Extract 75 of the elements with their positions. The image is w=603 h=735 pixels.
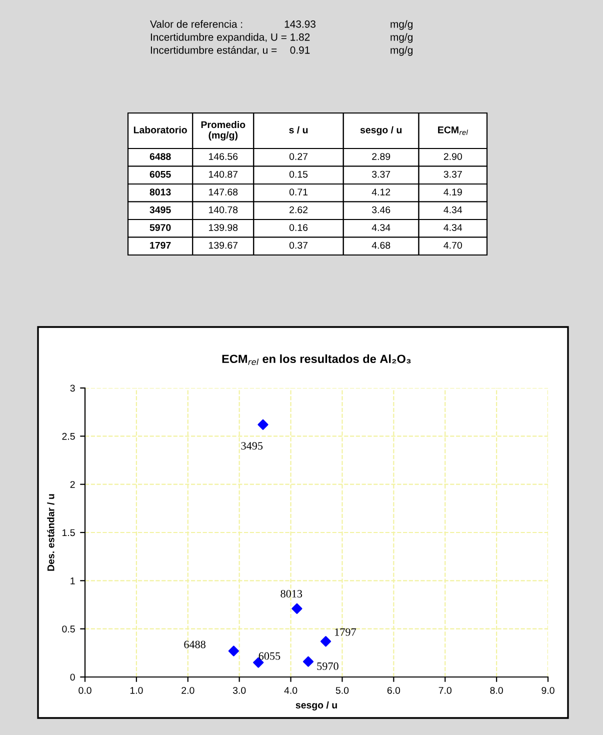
category-label: Laboratorio <box>134 126 187 134</box>
x-tick-label: 4.0 <box>284 686 298 694</box>
text: 4.34 <box>444 224 462 231</box>
text: 139.98 <box>209 224 238 231</box>
x-tick-label: 5.0 <box>336 686 349 694</box>
category-label: 3495 <box>150 206 171 214</box>
point <box>258 419 268 430</box>
y-tick-label: 0.5 <box>62 626 75 632</box>
y-axis-title: Des. estándar / u <box>47 494 54 571</box>
point <box>320 636 332 647</box>
text: 0.15 <box>289 170 308 178</box>
text: 140.87 <box>209 170 238 178</box>
point <box>228 646 239 656</box>
annotation: 8013 <box>280 590 302 598</box>
text: 3.37 <box>444 170 462 178</box>
category-label: Promedio (mg/g) <box>201 120 246 141</box>
text: 2.62 <box>290 206 308 214</box>
text: 2.89 <box>372 153 390 160</box>
x-tick-label: 3.0 <box>232 686 246 694</box>
text: 139.67 <box>209 242 238 249</box>
category-label: 6488 <box>150 153 171 160</box>
category-label: 5970 <box>150 224 171 231</box>
text: 0.16 <box>289 224 308 231</box>
x-tick-label: 0.0 <box>78 686 92 694</box>
annotation: 1797 <box>335 628 356 636</box>
text: 4.34 <box>372 224 390 231</box>
text: Incertidumbre expandida, U = <box>150 33 286 43</box>
text: 4.68 <box>372 242 390 249</box>
x-tick-label: 9.0 <box>542 686 554 694</box>
category-label: sesgo / u <box>360 126 402 136</box>
text: 140.78 <box>209 206 238 214</box>
text: 4.12 <box>372 188 390 196</box>
y-tick-label: 1.5 <box>62 529 75 536</box>
y-tick-label: 0 <box>70 674 75 681</box>
y-tick-label: 3 <box>70 384 75 392</box>
text: 2.90 <box>444 153 462 160</box>
category-label: 8013 <box>150 188 171 196</box>
point <box>292 603 302 614</box>
point <box>302 656 314 667</box>
text: 0.91 <box>290 46 310 54</box>
text: 1.82 <box>290 33 310 41</box>
annotation: 3495 <box>241 442 263 450</box>
text: 4.19 <box>444 188 462 196</box>
x-tick-label: 1.0 <box>130 686 143 694</box>
text: mg/g <box>390 20 412 30</box>
text: mg/g <box>390 46 412 56</box>
text: 147.68 <box>209 188 238 196</box>
y-tick-label: 1 <box>70 578 75 584</box>
annotation: 6488 <box>184 640 206 648</box>
x-tick-label: 2.0 <box>182 686 194 694</box>
text: 3.37 <box>372 170 390 178</box>
text: 0.27 <box>289 153 308 160</box>
y-tick-label: 2 <box>70 481 75 488</box>
text: 3.46 <box>372 206 390 214</box>
y-tick-label: 2.5 <box>62 432 75 440</box>
category-label: 1797 <box>150 242 171 249</box>
text: 4.70 <box>444 242 462 249</box>
x-tick-label: 7.0 <box>438 686 452 694</box>
category-label: ECM$_{rel}$ <box>438 126 468 135</box>
text: 143.93 <box>284 20 316 28</box>
x-axis-title: sesgo / u <box>296 701 337 710</box>
text: 0.37 <box>289 242 308 249</box>
x-tick-label: 6.0 <box>387 686 400 694</box>
annotation: 5970 <box>317 662 338 670</box>
text: 4.34 <box>444 206 462 214</box>
text: mg/g <box>390 33 412 43</box>
category-label: s / u <box>289 126 308 134</box>
annotation: 6055 <box>258 652 280 660</box>
text: 146.56 <box>209 153 238 160</box>
category-label: 6055 <box>150 170 171 178</box>
text: Incertidumbre estándar, u = <box>150 46 277 56</box>
chart-title: ECM$_{rel}$ en los resultados de Al₂O₃ <box>222 354 411 365</box>
text: Valor de referencia : <box>150 20 242 28</box>
x-tick-label: 8.0 <box>490 686 503 694</box>
text: 0.71 <box>289 188 308 196</box>
